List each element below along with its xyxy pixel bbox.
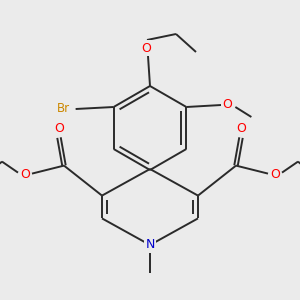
Text: O: O xyxy=(236,122,246,135)
Text: O: O xyxy=(20,168,30,181)
Text: O: O xyxy=(141,41,151,55)
Text: N: N xyxy=(145,238,155,251)
Text: O: O xyxy=(270,168,280,181)
Text: O: O xyxy=(54,122,64,135)
Text: O: O xyxy=(222,98,232,110)
Text: Br: Br xyxy=(57,103,70,116)
